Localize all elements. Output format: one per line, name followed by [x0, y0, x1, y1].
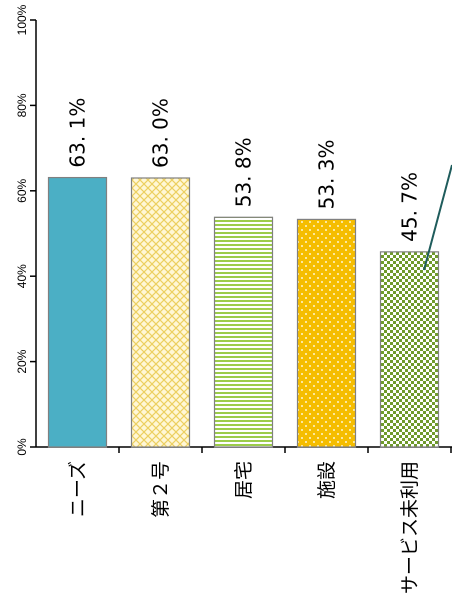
data-label: 45. 7%: [398, 172, 422, 242]
y-tick-label: 80%: [15, 93, 29, 117]
y-tick-label: 40%: [15, 264, 29, 288]
y-tick-label: 60%: [15, 178, 29, 202]
y-tick-label: 100%: [15, 4, 29, 35]
category-label: 第２号: [150, 461, 172, 518]
callout-line: [423, 164, 452, 271]
category-label: 施設: [316, 461, 338, 499]
bar: [296, 218, 357, 448]
bar: [130, 177, 191, 448]
category-labels: ニーズ 第２号 居宅 施設 サービス未利用: [67, 461, 421, 594]
bars: [47, 176, 440, 448]
bar: [379, 251, 440, 448]
data-label: 53. 3%: [315, 140, 339, 210]
bar: [47, 176, 108, 448]
data-label: 63. 1%: [66, 98, 90, 168]
data-label: 53. 8%: [232, 137, 256, 207]
y-tick-label: 20%: [15, 349, 29, 373]
y-ticks: 0% 20% 40% 60% 80% 100%: [15, 4, 452, 456]
category-label: サービス未利用: [399, 461, 421, 594]
value-labels: 63. 1% 63. 0% 53. 8% 53. 3% 45. 7%: [66, 98, 422, 242]
category-label: 居宅: [233, 461, 255, 499]
data-label: 63. 0%: [149, 98, 173, 168]
y-tick-label: 0%: [15, 438, 29, 456]
bar: [213, 216, 274, 448]
category-label: ニーズ: [67, 461, 89, 517]
